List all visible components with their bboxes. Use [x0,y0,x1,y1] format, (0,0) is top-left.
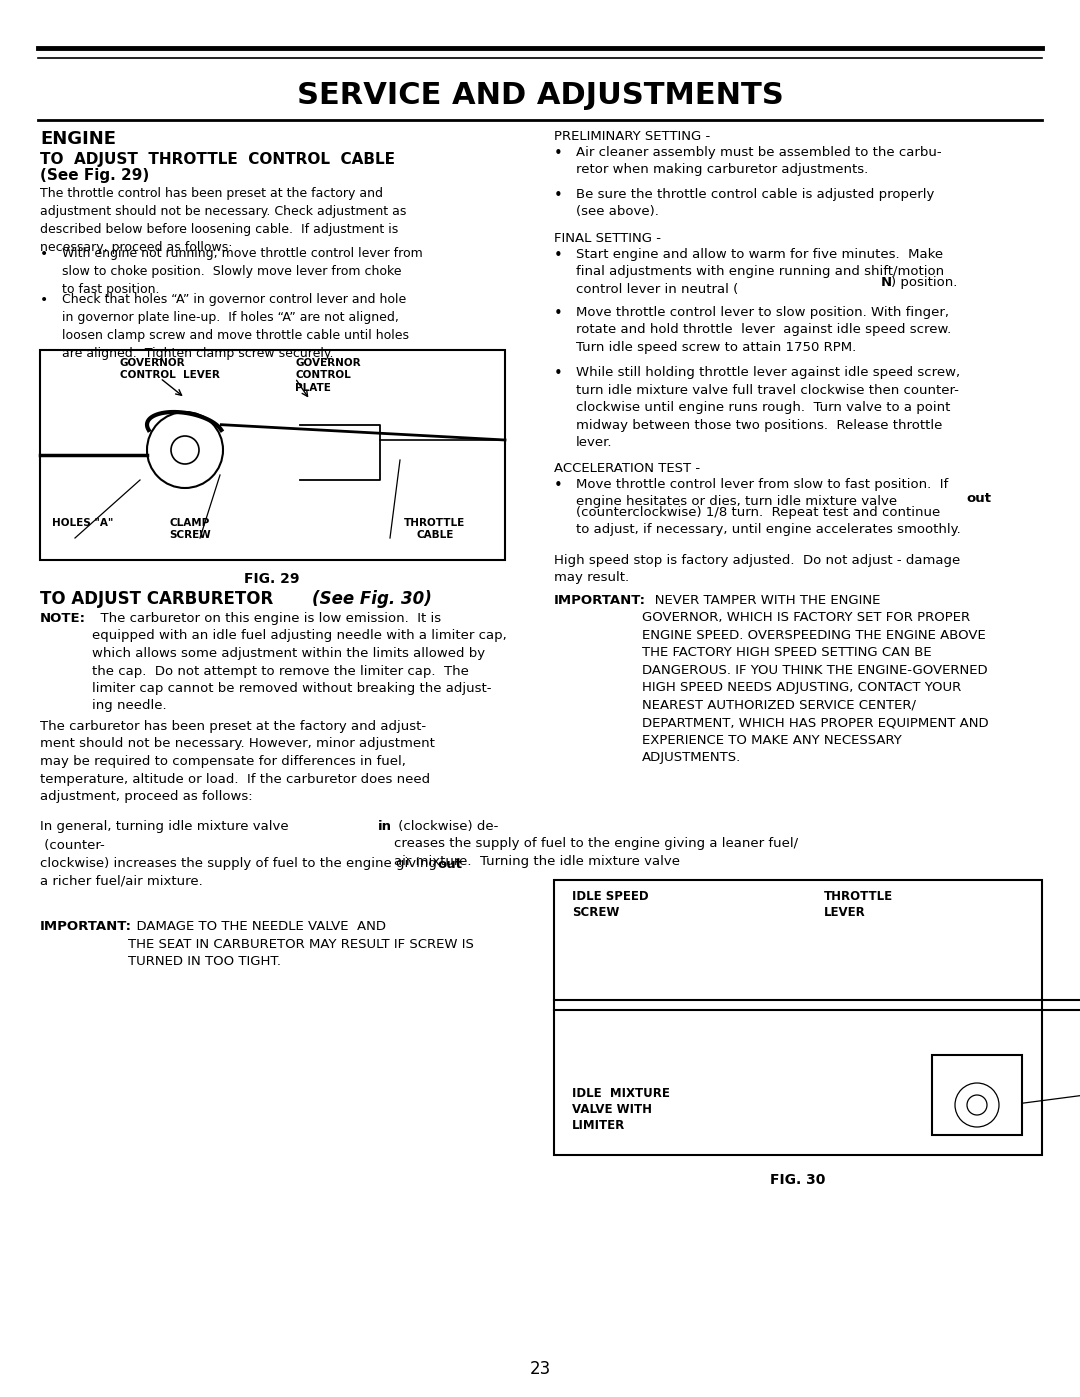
Text: HOLES "A": HOLES "A" [52,518,113,528]
Text: NOTE:: NOTE: [40,612,86,624]
FancyBboxPatch shape [554,880,1042,1155]
Text: PRELIMINARY SETTING -: PRELIMINARY SETTING - [554,130,711,142]
Text: AE: AE [964,1085,989,1104]
Text: •: • [554,249,563,263]
Text: SERVICE AND ADJUSTMENTS: SERVICE AND ADJUSTMENTS [297,81,783,109]
Text: FIG. 29: FIG. 29 [244,571,300,585]
Text: Check that holes “A” in governor control lever and hole
in governor plate line-u: Check that holes “A” in governor control… [62,293,409,360]
Text: Move throttle control lever to slow position. With finger,
rotate and hold throt: Move throttle control lever to slow posi… [576,306,951,353]
Text: The throttle control has been preset at the factory and
adjustment should not be: The throttle control has been preset at … [40,187,406,254]
Text: •: • [554,478,563,493]
Text: GOVERNOR
CONTROL
PLATE: GOVERNOR CONTROL PLATE [295,358,361,393]
Text: •: • [554,306,563,321]
Text: N: N [881,277,892,289]
Text: out: out [437,858,462,870]
Text: Start engine and allow to warm for five minutes.  Make
final adjustments with en: Start engine and allow to warm for five … [576,249,944,296]
Text: TO  ADJUST  THROTTLE  CONTROL  CABLE: TO ADJUST THROTTLE CONTROL CABLE [40,152,395,168]
Text: Air cleaner assembly must be assembled to the carbu-
retor when making carbureto: Air cleaner assembly must be assembled t… [576,147,942,176]
Text: THROTTLE
CABLE: THROTTLE CABLE [404,518,465,541]
FancyBboxPatch shape [40,351,505,560]
Text: IDLE SPEED
SCREW: IDLE SPEED SCREW [572,890,649,919]
Text: ENGINE: ENGINE [40,130,116,148]
Text: Be sure the throttle control cable is adjusted properly
(see above).: Be sure the throttle control cable is ad… [576,189,934,218]
Text: (See Fig. 29): (See Fig. 29) [40,168,149,183]
Text: In general, turning idle mixture valve: In general, turning idle mixture valve [40,820,293,833]
Text: GOVERNOR
CONTROL  LEVER: GOVERNOR CONTROL LEVER [120,358,220,380]
Text: ) position.: ) position. [891,277,957,289]
Text: THROTTLE
LEVER: THROTTLE LEVER [824,890,893,919]
Text: IMPORTANT:: IMPORTANT: [554,594,646,608]
Text: FIG. 30: FIG. 30 [770,1173,826,1187]
Text: DAMAGE TO THE NEEDLE VALVE  AND
THE SEAT IN CARBURETOR MAY RESULT IF SCREW IS
TU: DAMAGE TO THE NEEDLE VALVE AND THE SEAT … [129,921,474,968]
Text: The carburetor on this engine is low emission.  It is
equipped with an idle fuel: The carburetor on this engine is low emi… [92,612,507,712]
Text: 23: 23 [529,1361,551,1377]
Text: (See Fig. 30): (See Fig. 30) [312,590,432,608]
Text: •: • [554,366,563,381]
Text: NEVER TAMPER WITH THE ENGINE
GOVERNOR, WHICH IS FACTORY SET FOR PROPER
ENGINE SP: NEVER TAMPER WITH THE ENGINE GOVERNOR, W… [642,594,988,764]
Text: •: • [554,147,563,161]
Text: •: • [40,293,49,307]
Text: •: • [554,189,563,203]
Text: in: in [378,820,392,833]
Text: (counter-
clockwise) increases the supply of fuel to the engine giving
a richer : (counter- clockwise) increases the suppl… [40,840,437,887]
Text: IDLE  MIXTURE
VALVE WITH
LIMITER: IDLE MIXTURE VALVE WITH LIMITER [572,1087,670,1132]
Text: With engine not running, move throttle control lever from
slow to choke position: With engine not running, move throttle c… [62,247,422,296]
Text: IMPORTANT:: IMPORTANT: [40,921,132,933]
Text: FINAL SETTING -: FINAL SETTING - [554,232,661,244]
Text: ACCELERATION TEST -: ACCELERATION TEST - [554,462,700,475]
Text: •: • [40,247,49,261]
Text: TO ADJUST CARBURETOR: TO ADJUST CARBURETOR [40,590,279,608]
Text: High speed stop is factory adjusted.  Do not adjust - damage
may result.: High speed stop is factory adjusted. Do … [554,555,960,584]
FancyBboxPatch shape [932,1055,1022,1134]
Text: (counterclockwise) 1/8 turn.  Repeat test and continue
to adjust, if necessary, : (counterclockwise) 1/8 turn. Repeat test… [576,506,961,536]
Text: CLAMP
SCREW: CLAMP SCREW [170,518,211,541]
Text: (clockwise) de-
creases the supply of fuel to the engine giving a leaner fuel/
a: (clockwise) de- creases the supply of fu… [394,820,798,868]
Text: out: out [966,492,991,504]
Text: While still holding throttle lever against idle speed screw,
turn idle mixture v: While still holding throttle lever again… [576,366,960,448]
Text: Move throttle control lever from slow to fast position.  If
engine hesitates or : Move throttle control lever from slow to… [576,478,948,509]
Text: The carburetor has been preset at the factory and adjust-
ment should not be nec: The carburetor has been preset at the fa… [40,719,435,803]
